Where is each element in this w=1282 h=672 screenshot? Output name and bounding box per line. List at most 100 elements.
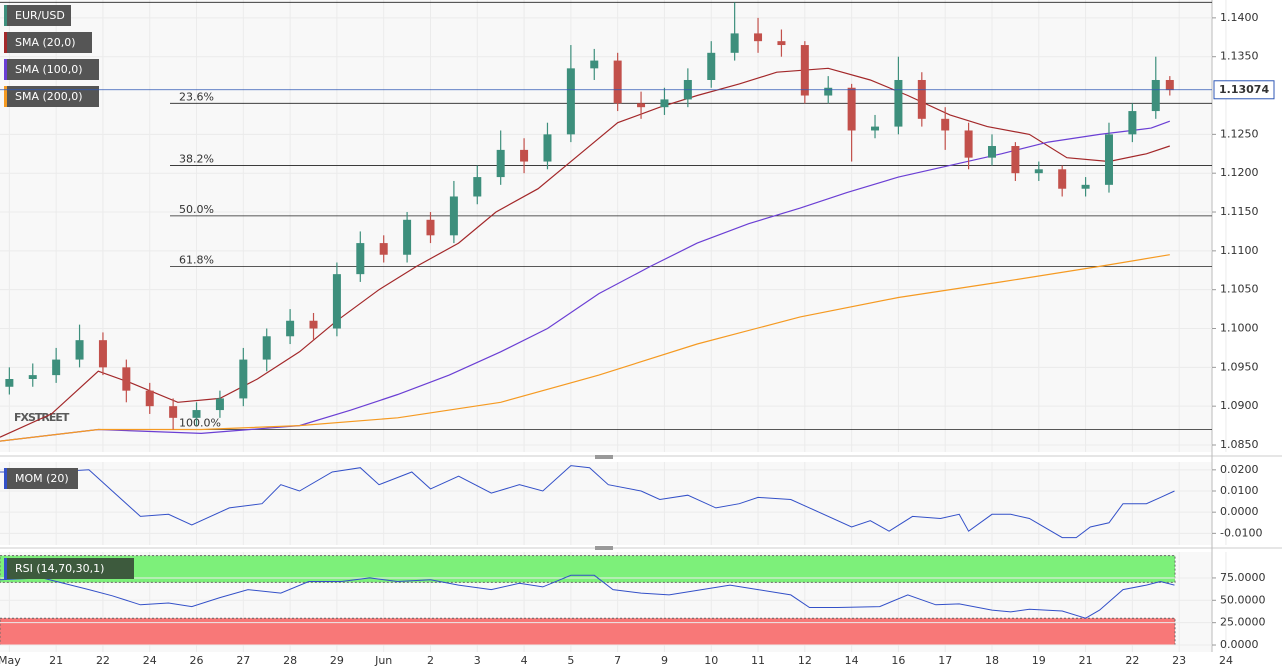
y-tick-label: 1.0850	[1220, 438, 1259, 451]
x-tick-label: 11	[751, 654, 765, 667]
candle-body	[1151, 79, 1160, 112]
candle-body	[637, 103, 646, 108]
x-tick-label: 18	[985, 654, 999, 667]
mom-panel	[0, 462, 1212, 545]
legend-swatch	[4, 5, 7, 26]
fib-label: 38.2%	[179, 152, 214, 165]
x-tick-label: 14	[845, 654, 859, 667]
last-price-label: 1.13074	[1219, 83, 1269, 96]
legend-swatch	[4, 59, 7, 80]
legend-swatch	[4, 468, 7, 489]
y-tick-label: 1.1200	[1220, 166, 1259, 179]
candle-body	[262, 336, 271, 360]
sma-line	[0, 254, 1170, 442]
x-tick-label: May	[0, 654, 21, 667]
candle-body	[1081, 184, 1090, 189]
legend-label: SMA (20,0)	[15, 36, 76, 49]
y-tick-label: 1.1050	[1220, 283, 1259, 296]
legend-swatch	[4, 558, 7, 579]
candle-body	[1104, 134, 1113, 185]
candle-body	[122, 367, 131, 391]
x-tick-label: 22	[1125, 654, 1139, 667]
y-tick-label: 0.0000	[1220, 638, 1259, 651]
x-tick-label: 26	[190, 654, 204, 667]
x-tick-label: 19	[1032, 654, 1046, 667]
candle-body	[98, 340, 107, 368]
fib-label: 23.6%	[179, 90, 214, 103]
y-tick-label: 1.1100	[1220, 244, 1259, 257]
sma-line	[0, 67, 1170, 438]
legend-box[interactable]	[4, 5, 71, 26]
resize-handle[interactable]	[595, 546, 613, 550]
legend-box[interactable]	[4, 59, 99, 80]
x-tick-label: Jun	[374, 654, 392, 667]
watermark: FXSTREET	[14, 411, 70, 424]
candle-body	[496, 149, 505, 178]
fib-label: 61.8%	[179, 253, 214, 266]
candle-body	[145, 390, 154, 407]
x-tick-label: 27	[236, 654, 250, 667]
legend-label: RSI (14,70,30,1)	[15, 562, 104, 575]
candle-body	[590, 60, 599, 69]
candle-body	[566, 68, 575, 135]
candle-body	[169, 406, 178, 418]
x-tick-label: 12	[798, 654, 812, 667]
x-tick-label: 17	[938, 654, 952, 667]
candle-body	[847, 87, 856, 131]
candle-body	[707, 52, 716, 80]
indicator-line	[0, 574, 1175, 619]
candle-body	[543, 134, 552, 162]
candle-body	[52, 359, 61, 376]
candle-body	[1034, 169, 1043, 174]
candle-body	[1011, 146, 1020, 174]
fib-label: 0.0%	[179, 0, 207, 2]
legend-box[interactable]	[4, 86, 99, 107]
y-tick-label: 1.1350	[1220, 50, 1259, 63]
candle-body	[824, 87, 833, 96]
candle-body	[5, 378, 14, 387]
candle-body	[520, 149, 529, 162]
candle-body	[403, 219, 412, 255]
fib-label: 100.0%	[179, 416, 221, 429]
y-tick-label: 0.0100	[1220, 484, 1259, 497]
legend-box[interactable]	[4, 32, 92, 53]
y-tick-label: 0.0000	[1220, 505, 1259, 518]
legend-box[interactable]	[4, 558, 134, 579]
candle-body	[356, 243, 365, 275]
resize-handle[interactable]	[595, 455, 613, 459]
candle-body	[309, 320, 318, 329]
x-tick-label: 24	[143, 654, 157, 667]
candle-body	[613, 60, 622, 104]
candle-body	[988, 146, 996, 158]
y-tick-label: 1.1000	[1220, 322, 1259, 335]
candle-body	[730, 33, 739, 53]
candle-body	[28, 375, 37, 379]
x-tick-label: 28	[283, 654, 297, 667]
y-tick-label: 1.1400	[1220, 11, 1259, 24]
x-tick-label: 22	[96, 654, 110, 667]
y-tick-label: -0.0100	[1220, 526, 1262, 539]
last-price-box	[1213, 80, 1275, 100]
y-tick-label: 1.0950	[1220, 360, 1259, 373]
legend-label: SMA (200,0)	[15, 90, 83, 103]
candle-body	[332, 274, 341, 329]
x-tick-label: 5	[567, 654, 574, 667]
candle-body	[964, 130, 973, 158]
y-tick-label: 1.1150	[1220, 205, 1259, 218]
candle-body	[449, 196, 458, 236]
legend-label: SMA (100,0)	[15, 63, 83, 76]
candle-body	[1058, 169, 1067, 189]
candle-body	[75, 340, 84, 360]
candle-body	[239, 359, 248, 399]
candle-body	[426, 219, 435, 236]
candle-body	[777, 41, 786, 46]
candle-body	[660, 99, 669, 108]
candle-body	[871, 126, 880, 131]
candle-body	[286, 320, 295, 337]
x-tick-label: 29	[330, 654, 344, 667]
candle-body	[800, 45, 809, 96]
legend-label: MOM (20)	[15, 472, 69, 485]
legend-box[interactable]	[4, 468, 78, 489]
y-tick-label: 50.0000	[1220, 593, 1266, 606]
x-tick-label: 2	[427, 654, 434, 667]
